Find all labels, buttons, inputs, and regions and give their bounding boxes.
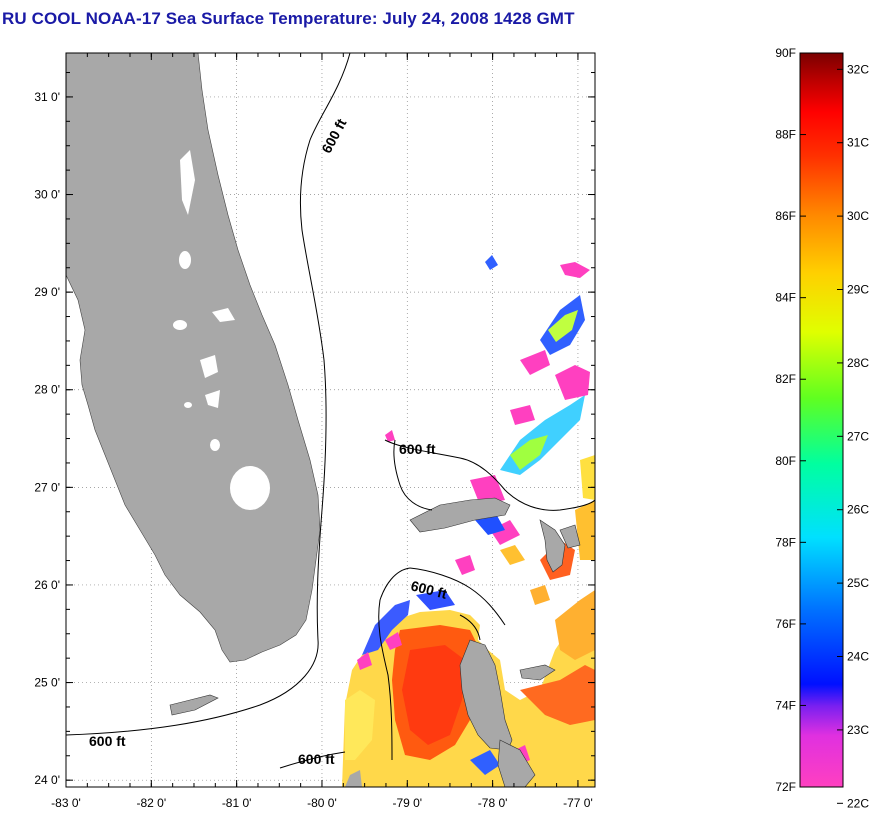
lat-label: 31 0' <box>34 90 60 104</box>
colorbar-c-label: 31C <box>847 136 869 150</box>
colorbar-c-label: 26C <box>847 503 869 517</box>
lat-label: 26 0' <box>34 578 60 592</box>
colorbar-c-label: 23C <box>847 723 869 737</box>
grand-bahama <box>409 497 511 533</box>
lon-label: -80 0' <box>307 796 337 810</box>
abaco-island <box>539 519 566 573</box>
longitude-labels: -83 0' -82 0' -81 0' -80 0' -79 0' -78 0' -77 … <box>51 796 593 810</box>
contour-label-5: 600 ft <box>298 751 335 767</box>
depth-contours <box>66 53 595 769</box>
lat-label: 29 0' <box>34 285 60 299</box>
latitude-labels: 31 0' 30 0' 29 0' 28 0' 27 0' 26 0' 25 0' 24 0' <box>34 90 60 787</box>
lat-label: 25 0' <box>34 676 60 690</box>
map-frame <box>65 52 596 788</box>
axis-ticks <box>65 53 595 787</box>
lat-label: 28 0' <box>34 383 60 397</box>
lat-label: 24 0' <box>34 773 60 787</box>
lon-label: -79 0' <box>392 796 422 810</box>
lon-label: -77 0' <box>563 796 593 810</box>
colorbar-f-label: 78F <box>775 535 796 549</box>
colorbar-f-label: 72F <box>775 780 796 794</box>
colorbar-c-label: 27C <box>847 429 869 443</box>
colorbar-f-label: 76F <box>775 617 796 631</box>
lat-label: 27 0' <box>34 480 60 494</box>
florida-land <box>66 53 321 663</box>
colorbar-f-label: 84F <box>775 291 796 305</box>
colorbar-f-label: 74F <box>775 698 796 712</box>
lake-okeechobee <box>230 466 270 510</box>
lon-label: -81 0' <box>222 796 252 810</box>
contour-label-2: 600 ft <box>399 441 436 457</box>
colorbar-c-label: 25C <box>847 576 869 590</box>
colorbar-celsius-labels: 32C 31C 30C 29C 28C 27C 26C 25C 24C 23C 22C <box>837 62 869 810</box>
colorbar-fahrenheit-labels: 90F 88F 86F 84F 82F 80F 78F 76F 74F 72F <box>775 46 806 794</box>
colorbar <box>799 52 844 788</box>
lon-label: -82 0' <box>136 796 166 810</box>
colorbar-f-label: 90F <box>775 46 796 60</box>
colorbar-c-label: 28C <box>847 356 869 370</box>
colorbar-f-label: 88F <box>775 128 796 142</box>
colorbar-c-label: 22C <box>847 796 869 810</box>
lat-label: 30 0' <box>34 188 60 202</box>
colorbar-c-label: 32C <box>847 62 869 76</box>
contour-label-4: 600 ft <box>89 733 126 749</box>
colorbar-c-label: 30C <box>847 209 869 223</box>
colorbar-c-label: 24C <box>847 650 869 664</box>
lon-label: -78 0' <box>478 796 508 810</box>
map-title: RU COOL NOAA-17 Sea Surface Temperature:… <box>2 9 575 28</box>
colorbar-f-label: 80F <box>775 454 796 468</box>
lon-label: -83 0' <box>51 796 81 810</box>
colorbar-f-label: 86F <box>775 209 796 223</box>
colorbar-c-label: 29C <box>847 283 869 297</box>
colorbar-f-label: 82F <box>775 372 796 386</box>
